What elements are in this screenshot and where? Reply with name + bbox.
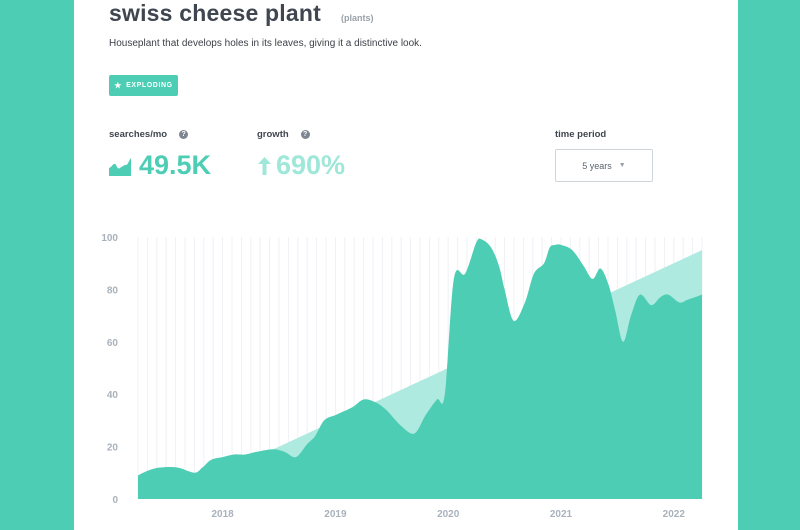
growth-help-icon[interactable]: ? — [300, 130, 310, 139]
growth-value: 690% — [276, 150, 346, 180]
time-period-value: 5 years — [582, 160, 612, 171]
trend-card: swiss cheese plant (plants) Houseplant t… — [74, 0, 738, 530]
exploding-badge: ★ EXPLODING — [109, 75, 178, 96]
title-row: swiss cheese plant (plants) — [109, 0, 373, 27]
searches-label: searches/mo — [109, 129, 168, 140]
searches-label-row: searches/mo ? — [109, 129, 189, 140]
x-tick-label: 2019 — [324, 509, 347, 520]
x-tick-label: 2018 — [211, 509, 234, 520]
searches-value: 49.5K — [139, 150, 212, 180]
star-icon: ★ — [114, 81, 123, 90]
x-tick-label: 2021 — [550, 509, 573, 520]
description: Houseplant that develops holes in its le… — [109, 38, 422, 49]
caret-down-icon: ▼ — [618, 162, 626, 169]
y-tick-label: 40 — [107, 390, 119, 401]
page-title: swiss cheese plant — [109, 0, 321, 26]
y-tick-label: 100 — [101, 233, 118, 244]
y-tick-label: 60 — [107, 338, 119, 349]
time-period-label: time period — [555, 129, 607, 140]
y-tick-label: 20 — [107, 443, 119, 454]
trend-chart: 0 20 40 60 80 100 2018 2019 2020 2021 2022 — [101, 233, 703, 520]
time-period-select[interactable]: 5 years ▼ — [555, 149, 653, 182]
searches-metric: 49.5K — [109, 150, 211, 181]
arrow-up-icon — [258, 156, 271, 175]
growth-label-row: growth ? — [257, 129, 310, 140]
badge-label: EXPLODING — [126, 82, 173, 89]
growth-label: growth — [257, 129, 289, 140]
x-tick-label: 2022 — [663, 509, 686, 520]
searches-help-icon[interactable]: ? — [179, 130, 189, 139]
x-tick-label: 2020 — [437, 509, 460, 520]
growth-metric: 690% — [257, 150, 345, 181]
y-tick-label: 80 — [107, 285, 119, 296]
trend-icon — [109, 157, 131, 176]
y-tick-label: 0 — [112, 495, 118, 506]
category-tag[interactable]: (plants) — [340, 13, 374, 23]
search-interest-area — [138, 238, 702, 499]
